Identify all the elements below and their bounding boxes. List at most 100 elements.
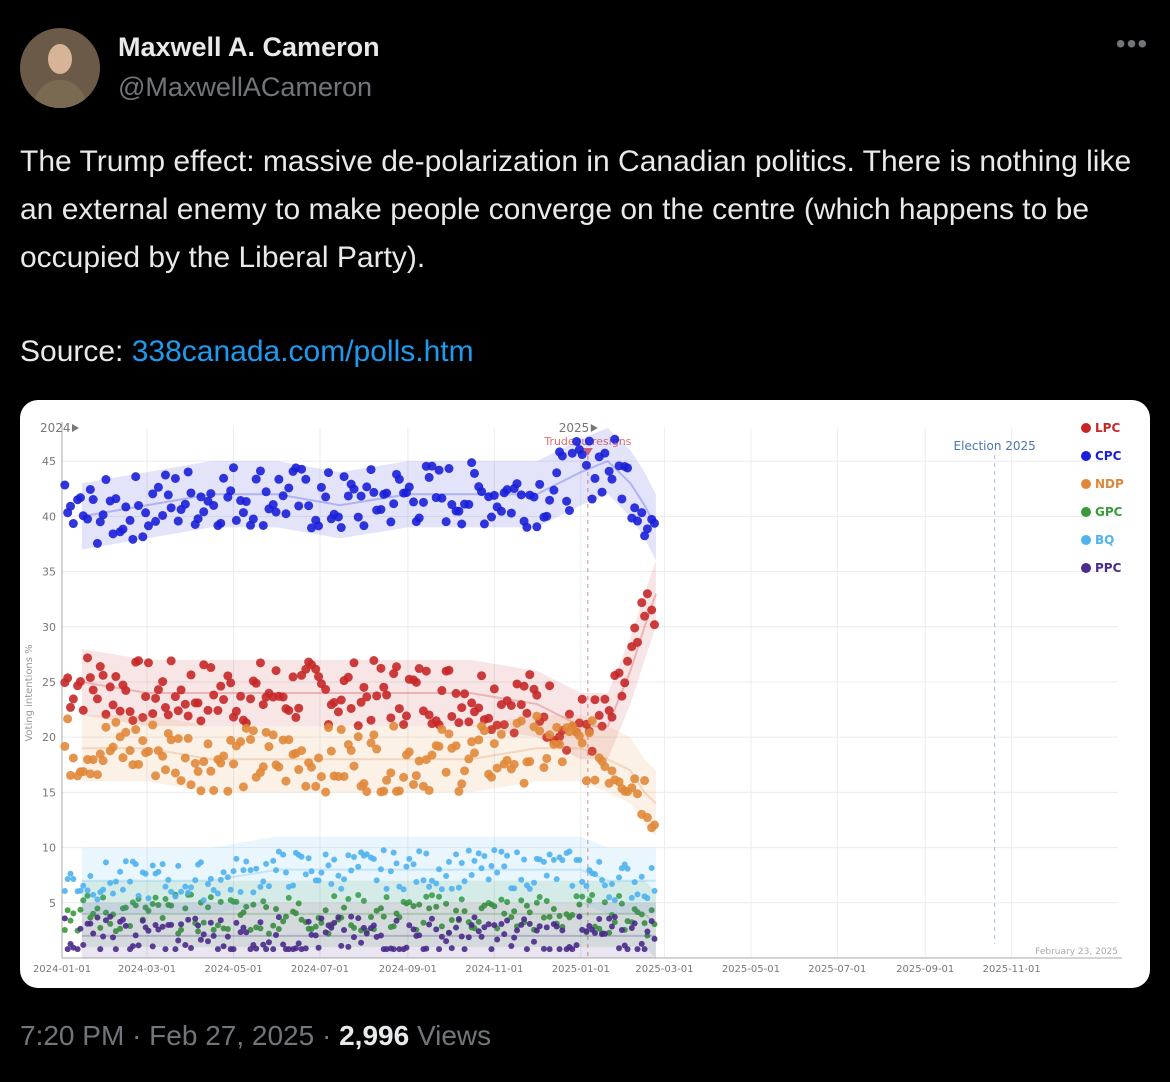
poll-point-ppc bbox=[498, 921, 505, 928]
poll-point-ppc bbox=[611, 913, 618, 920]
poll-point-ndp bbox=[587, 716, 597, 726]
poll-point-bq bbox=[461, 878, 468, 885]
poll-point-lpc bbox=[180, 699, 190, 709]
poll-point-cpc bbox=[610, 434, 620, 444]
poll-point-lpc bbox=[386, 713, 396, 723]
poll-point-gpc bbox=[368, 914, 375, 921]
poll-point-bq bbox=[165, 876, 172, 883]
poll-point-bq bbox=[247, 867, 254, 874]
poll-point-cpc bbox=[68, 519, 78, 529]
poll-point-ppc bbox=[187, 944, 194, 951]
poll-point-ppc bbox=[139, 917, 146, 924]
poll-point-lpc bbox=[539, 712, 549, 722]
poll-point-cpc bbox=[75, 493, 85, 503]
poll-point-lpc bbox=[630, 623, 640, 633]
poll-point-bq bbox=[282, 869, 289, 876]
poll-point-lpc bbox=[532, 690, 542, 700]
poll-point-ppc bbox=[638, 940, 645, 947]
poll-point-cpc bbox=[163, 490, 173, 500]
poll-point-cpc bbox=[141, 508, 151, 518]
poll-point-ppc bbox=[533, 927, 540, 934]
poll-point-ppc bbox=[132, 932, 139, 939]
poll-point-ppc bbox=[90, 930, 97, 937]
poll-point-ppc bbox=[514, 927, 521, 934]
poll-point-cpc bbox=[479, 519, 489, 529]
poll-point-cpc bbox=[333, 512, 343, 522]
y-tick-label: 5 bbox=[49, 897, 56, 910]
poll-point-gpc bbox=[536, 893, 543, 900]
poll-point-gpc bbox=[273, 906, 280, 913]
poll-point-bq bbox=[200, 897, 207, 904]
poll-point-ndp bbox=[382, 775, 392, 785]
poll-point-gpc bbox=[579, 893, 586, 900]
poll-point-bq bbox=[159, 861, 166, 868]
poll-point-gpc bbox=[453, 907, 460, 914]
poll-point-ndp bbox=[630, 774, 640, 784]
poll-point-lpc bbox=[394, 704, 404, 714]
poll-point-ndp bbox=[193, 766, 203, 776]
poll-point-ndp bbox=[336, 725, 346, 735]
poll-point-ppc bbox=[112, 946, 119, 953]
poll-point-cpc bbox=[258, 520, 268, 530]
poll-point-lpc bbox=[640, 611, 650, 621]
poll-point-bq bbox=[145, 895, 152, 902]
poll-point-cpc bbox=[630, 503, 640, 513]
poll-point-lpc bbox=[649, 620, 659, 630]
poll-point-ppc bbox=[461, 946, 468, 953]
poll-point-ppc bbox=[504, 917, 511, 924]
poll-point-ppc bbox=[481, 924, 488, 931]
poll-point-ppc bbox=[230, 946, 237, 953]
poll-point-lpc bbox=[92, 694, 102, 704]
poll-point-bq bbox=[305, 855, 312, 862]
poll-point-ndp bbox=[574, 731, 584, 741]
poll-point-lpc bbox=[421, 666, 431, 676]
poll-point-ndp bbox=[379, 786, 389, 796]
date-note: February 23, 2025 bbox=[1035, 947, 1118, 957]
poll-point-bq bbox=[488, 862, 495, 869]
poll-point-gpc bbox=[210, 926, 217, 933]
poll-point-cpc bbox=[170, 473, 180, 483]
poll-point-gpc bbox=[67, 917, 74, 924]
poll-point-bq bbox=[331, 856, 338, 863]
poll-point-ppc bbox=[526, 920, 533, 927]
poll-point-gpc bbox=[390, 923, 397, 930]
poll-point-lpc bbox=[143, 658, 153, 668]
poll-point-ndp bbox=[209, 785, 219, 795]
poll-point-cpc bbox=[409, 497, 419, 507]
poll-point-lpc bbox=[236, 691, 246, 701]
poll-point-gpc bbox=[84, 892, 91, 899]
poll-point-lpc bbox=[255, 658, 265, 668]
author-handle[interactable]: @MaxwellACameron bbox=[118, 72, 372, 102]
y-tick-label: 10 bbox=[42, 842, 56, 855]
poll-point-ppc bbox=[628, 925, 635, 932]
more-horizontal-icon[interactable]: ••• bbox=[1115, 28, 1149, 59]
poll-point-lpc bbox=[474, 703, 484, 713]
poll-point-bq bbox=[393, 860, 400, 867]
author-avatar[interactable] bbox=[20, 28, 100, 108]
poll-point-ndp bbox=[281, 776, 291, 786]
tweet-date[interactable]: Feb 27, 2025 bbox=[149, 1020, 315, 1051]
poll-point-ndp bbox=[66, 770, 76, 780]
poll-point-bq bbox=[348, 867, 355, 874]
chart-image-card[interactable]: 5 10 15 20 25 30 35 40 45 2024-01-01 2024-03-01 202… bbox=[20, 400, 1150, 988]
poll-point-lpc bbox=[477, 671, 487, 681]
poll-point-ndp bbox=[68, 753, 78, 763]
poll-point-bq bbox=[237, 889, 244, 896]
poll-point-bq bbox=[436, 866, 443, 873]
poll-point-ndp bbox=[323, 723, 333, 733]
author-name[interactable]: Maxwell A. Cameron bbox=[118, 32, 380, 62]
poll-point-cpc bbox=[447, 500, 457, 510]
poll-point-bq bbox=[416, 848, 423, 855]
source-link[interactable]: 338canada.com/polls.htm bbox=[131, 335, 474, 368]
poll-point-bq bbox=[518, 876, 525, 883]
poll-point-bq bbox=[90, 891, 97, 898]
tweet-time[interactable]: 7:20 PM bbox=[20, 1020, 125, 1051]
poll-point-lpc bbox=[464, 717, 474, 727]
poll-point-cpc bbox=[562, 496, 572, 506]
poll-point-bq bbox=[197, 859, 204, 866]
poll-point-lpc bbox=[525, 670, 535, 680]
poll-point-ndp bbox=[339, 771, 349, 781]
poll-point-lpc bbox=[75, 677, 85, 687]
poll-point-ndp bbox=[78, 767, 88, 777]
poll-point-lpc bbox=[382, 690, 392, 700]
